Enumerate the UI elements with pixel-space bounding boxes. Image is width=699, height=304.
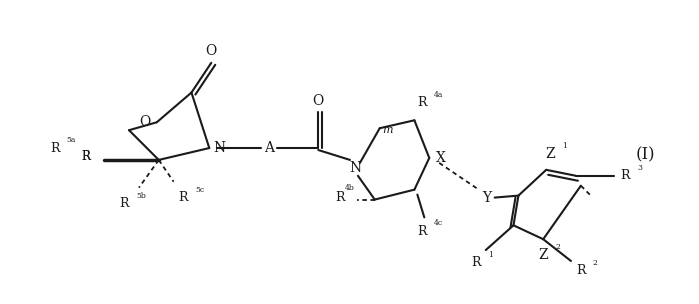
Text: 2: 2 bbox=[555, 243, 560, 251]
Text: 5c: 5c bbox=[196, 186, 205, 194]
Text: O: O bbox=[206, 44, 217, 58]
Text: R: R bbox=[336, 191, 345, 204]
Text: Z: Z bbox=[538, 248, 548, 262]
Text: X: X bbox=[436, 151, 446, 165]
Text: 3: 3 bbox=[637, 164, 642, 172]
Text: N: N bbox=[213, 141, 225, 155]
Text: R: R bbox=[471, 257, 481, 269]
Text: 1: 1 bbox=[488, 251, 493, 259]
Text: R: R bbox=[82, 150, 90, 164]
Text: 4b: 4b bbox=[345, 184, 355, 192]
Text: 4c: 4c bbox=[434, 219, 443, 227]
Text: A: A bbox=[264, 141, 274, 155]
Text: O: O bbox=[312, 95, 324, 109]
Text: R: R bbox=[120, 197, 129, 210]
Text: 5b: 5b bbox=[136, 192, 145, 200]
Text: 1: 1 bbox=[562, 142, 567, 150]
Text: (I): (I) bbox=[635, 147, 655, 164]
Text: Z: Z bbox=[545, 147, 555, 161]
Text: R: R bbox=[82, 150, 90, 164]
Text: R: R bbox=[50, 142, 59, 154]
Text: 2: 2 bbox=[593, 259, 598, 267]
Text: 5a: 5a bbox=[66, 136, 76, 144]
Text: Y: Y bbox=[482, 191, 491, 205]
Text: 4a: 4a bbox=[434, 91, 444, 98]
Text: R: R bbox=[417, 225, 427, 238]
Text: N: N bbox=[349, 161, 361, 175]
Text: R: R bbox=[621, 169, 630, 182]
Text: m: m bbox=[382, 125, 393, 135]
Text: R: R bbox=[179, 191, 188, 204]
Text: R: R bbox=[576, 264, 586, 278]
Text: R: R bbox=[417, 96, 427, 109]
Text: O: O bbox=[139, 115, 150, 129]
